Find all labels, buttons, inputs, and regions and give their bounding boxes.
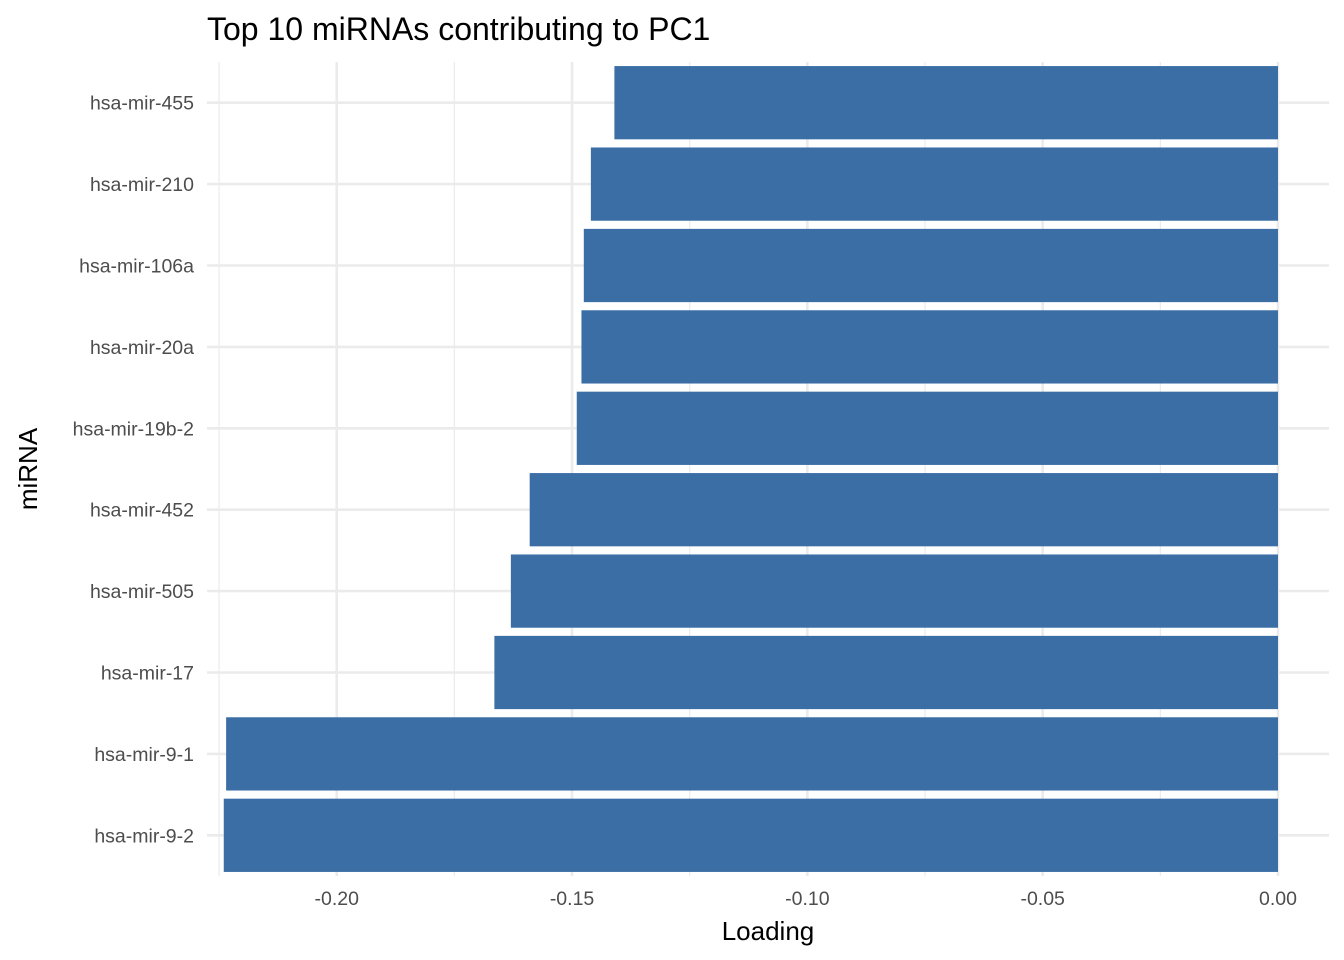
- bar-hsa-mir-455: [614, 66, 1278, 140]
- x-tick-label: 0.00: [1259, 888, 1297, 910]
- x-tick-labels: -0.20 -0.15 -0.10 -0.05 0.00: [314, 888, 1297, 910]
- y-tick-label: hsa-mir-505: [90, 581, 194, 603]
- y-axis-title: miRNA: [13, 427, 43, 510]
- y-tick-label: hsa-mir-106a: [79, 256, 194, 278]
- bar-hsa-mir-19b-2: [576, 391, 1278, 465]
- y-tick-label: hsa-mir-17: [101, 663, 194, 685]
- x-tick-label: -0.15: [550, 888, 595, 910]
- bar-hsa-mir-17: [494, 635, 1278, 710]
- bar-hsa-mir-452: [529, 473, 1278, 547]
- x-axis-title: Loading: [722, 916, 815, 946]
- y-tick-label: hsa-mir-452: [90, 500, 194, 522]
- y-tick-label: hsa-mir-19b-2: [73, 418, 194, 440]
- y-tick-label: hsa-mir-455: [90, 93, 194, 115]
- bars: [223, 66, 1279, 872]
- bar-hsa-mir-106a: [583, 228, 1278, 303]
- x-tick-label: -0.10: [785, 888, 830, 910]
- bar-hsa-mir-210: [590, 147, 1278, 221]
- bar-hsa-mir-505: [510, 554, 1278, 628]
- y-tick-labels: hsa-mir-455 hsa-mir-210 hsa-mir-106a hsa-mi…: [73, 93, 195, 848]
- y-tick-label: hsa-mir-9-2: [94, 825, 194, 847]
- bar-hsa-mir-9-2: [223, 798, 1279, 872]
- y-tick-label: hsa-mir-9-1: [94, 744, 194, 766]
- bar-hsa-mir-20a: [581, 310, 1278, 384]
- x-tick-label: -0.20: [314, 888, 359, 910]
- chart-title: Top 10 miRNAs contributing to PC1: [207, 11, 710, 47]
- y-tick-label: hsa-mir-20a: [90, 337, 194, 359]
- bar-hsa-mir-9-1: [226, 717, 1279, 791]
- y-tick-label: hsa-mir-210: [90, 174, 194, 196]
- x-tick-label: -0.05: [1020, 888, 1065, 910]
